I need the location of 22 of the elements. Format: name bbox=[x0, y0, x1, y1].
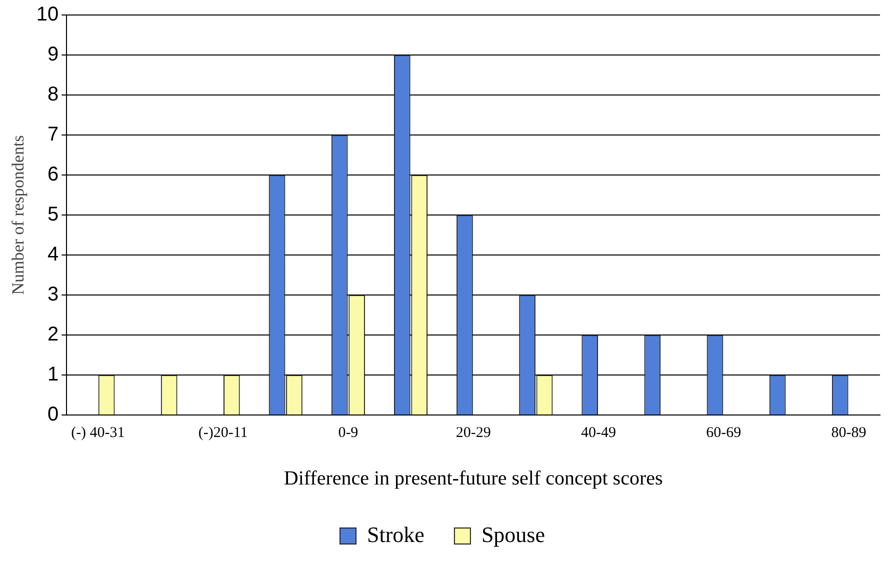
x-tick-label: (-)20-11 bbox=[198, 424, 248, 441]
legend-label: Spouse bbox=[481, 522, 545, 547]
y-tick-label: 2 bbox=[48, 324, 59, 346]
legend-label: Stroke bbox=[367, 522, 424, 547]
x-tick-label: 60-69 bbox=[706, 424, 742, 441]
y-tick-label: 4 bbox=[48, 244, 59, 266]
y-tick-label: 9 bbox=[48, 44, 59, 66]
x-tick-label: 80-89 bbox=[831, 424, 866, 441]
y-axis-title: Number of respondents bbox=[8, 135, 28, 295]
y-tick-label: 6 bbox=[48, 164, 59, 186]
y-tick-label: 0 bbox=[48, 404, 59, 426]
y-tick-label: 3 bbox=[48, 284, 59, 306]
x-tick-label: 20-29 bbox=[456, 424, 491, 441]
y-tick-label: 10 bbox=[36, 4, 59, 26]
y-tick-label: 1 bbox=[48, 364, 59, 386]
y-tick-label: 8 bbox=[48, 84, 59, 106]
x-axis-title: Difference in present-future self concept scores bbox=[284, 467, 663, 490]
x-tick-label: (-) 40-31 bbox=[71, 424, 125, 441]
x-tick-label: 40-49 bbox=[580, 424, 616, 441]
y-tick-label: 7 bbox=[48, 124, 59, 146]
y-tick-label: 5 bbox=[48, 204, 59, 226]
x-tick-label: 0-9 bbox=[338, 424, 358, 441]
